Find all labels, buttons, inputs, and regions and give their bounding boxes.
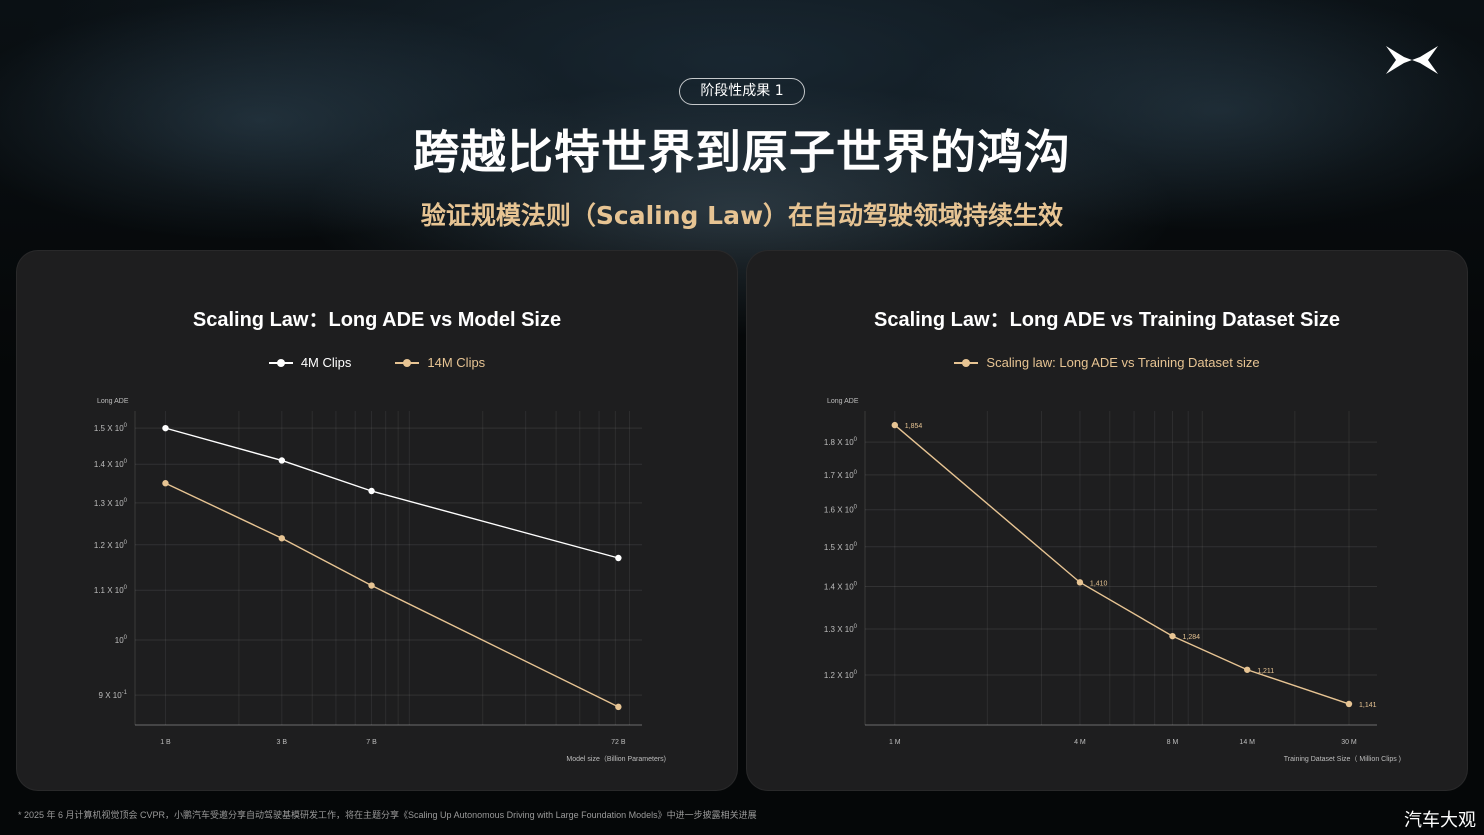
y-tick-label: 1.7 X 100 (824, 470, 858, 480)
data-point (1345, 700, 1353, 708)
data-point (368, 487, 375, 495)
x-tick-label: 30 M (1341, 739, 1357, 746)
xpeng-x-logo-icon (1386, 46, 1438, 74)
x-axis-title: Model size（Billion Parameters) (566, 755, 666, 763)
y-tick-label: 1.2 X 100 (94, 540, 128, 550)
legend-item-scaling-law: Scaling law: Long ADE vs Training Datase… (954, 355, 1260, 370)
y-axis-title: Long ADE (827, 398, 859, 405)
x-tick-label: 1 M (889, 739, 901, 746)
data-point (368, 582, 375, 589)
legend-item-14m-clips: 14M Clips (395, 355, 485, 370)
y-tick-label: 1.5 X 100 (824, 542, 858, 552)
chart-model-size: 9 X 10-1 100 1.1 X 100 1.2 X 100 1.3 X 100 1.… (94, 398, 666, 763)
chart-dataset-size: 1.2 X 100 1.3 X 100 1.4 X 100 1.5 X 100 1.6 … (824, 398, 1401, 763)
data-label: 1,211 (1257, 668, 1274, 675)
data-label: 1,410 (1090, 580, 1108, 587)
data-label: 1,141 (1359, 702, 1377, 709)
chart-legend: 4M Clips 14M Clips (17, 355, 737, 370)
stage-badge: 阶段性成果 1 (679, 78, 805, 105)
legend-swatch (395, 358, 420, 367)
chart-legend: Scaling law: Long ADE vs Training Datase… (747, 355, 1467, 370)
y-tick-label: 1.8 X 100 (824, 437, 858, 447)
legend-item-4m-clips: 4M Clips (268, 355, 352, 370)
legend-swatch (268, 358, 293, 367)
y-tick-label: 1.6 X 100 (824, 505, 858, 515)
data-point (615, 554, 622, 562)
watermark: 汽车大观 (1404, 810, 1476, 831)
chart-title: Scaling Law：Long ADE vs Model Size (192, 309, 562, 331)
x-tick-label: 4 M (1074, 739, 1086, 746)
chart-panel-model-size: Scaling Law：Long ADE vs Model Size 4M Cl… (16, 250, 738, 791)
series-line (894, 424, 1350, 705)
y-tick-label: 9 X 10-1 (99, 690, 128, 700)
x-tick-label: 72 B (611, 739, 626, 746)
x-tick-label: 8 M (1167, 739, 1179, 746)
legend-swatch (954, 358, 979, 367)
x-axis-title: Training Dataset Size（ Million Clips ) (1284, 755, 1401, 763)
x-tick-label: 1 B (160, 739, 171, 746)
chart-title: Scaling Law：Long ADE vs Training Dataset… (873, 309, 1341, 331)
data-point (162, 480, 169, 487)
page-title: 跨越比特世界到原子世界的鸿沟 (413, 125, 1071, 179)
data-point (162, 424, 169, 432)
data-point (615, 703, 622, 711)
y-tick-label: 1.5 X 100 (94, 423, 128, 433)
x-tick-label: 7 B (366, 739, 377, 746)
data-point (278, 535, 286, 542)
chart-panel-dataset-size: Scaling Law：Long ADE vs Training Dataset… (746, 250, 1468, 791)
legend-label: 14M Clips (427, 355, 486, 370)
legend-label: 4M Clips (300, 355, 352, 370)
data-point (1244, 666, 1251, 673)
data-point (891, 421, 898, 429)
data-label: 1,854 (905, 423, 923, 430)
data-point (1169, 632, 1176, 640)
legend-label: Scaling law: Long ADE vs Training Datase… (986, 355, 1260, 370)
data-point (1076, 579, 1084, 586)
y-axis-title: Long ADE (97, 398, 129, 405)
y-tick-label: 1.1 X 100 (94, 585, 128, 595)
y-tick-label: 1.2 X 100 (824, 670, 858, 680)
series-line (165, 427, 619, 559)
y-tick-label: 100 (115, 635, 128, 645)
y-tick-label: 1.4 X 100 (94, 459, 128, 469)
y-tick-label: 1.3 X 100 (94, 498, 128, 508)
y-tick-label: 1.3 X 100 (824, 624, 858, 634)
y-tick-label: 1.4 X 100 (824, 581, 858, 591)
series-line (165, 482, 619, 708)
data-label: 1,284 (1182, 634, 1200, 641)
data-point (278, 457, 286, 464)
page-subtitle: 验证规模法则（Scaling Law）在自动驾驶领域持续生效 (420, 201, 1064, 230)
x-tick-label: 14 M (1239, 739, 1255, 746)
footnote: * 2025 年 6 月计算机视觉顶会 CVPR，小鹏汽车受邀分享自动驾驶基模研… (18, 810, 757, 820)
x-tick-label: 3 B (277, 739, 288, 746)
